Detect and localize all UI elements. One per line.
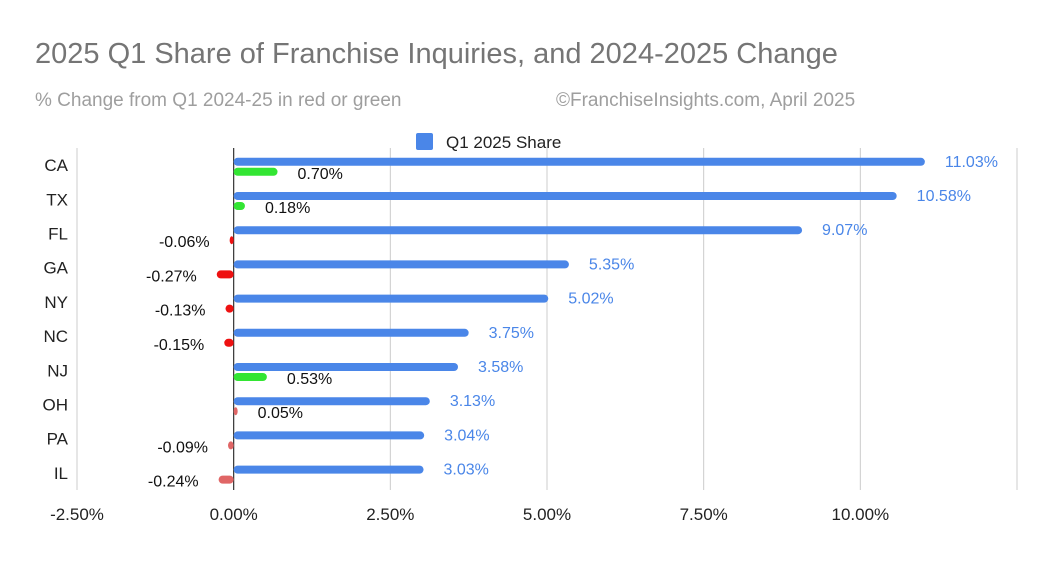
change-bar: [216, 270, 234, 279]
category-label: GA: [43, 259, 68, 278]
chart-title: 2025 Q1 Share of Franchise Inquiries, an…: [35, 38, 838, 70]
category-label: NC: [43, 327, 68, 346]
share-value-label: 3.03%: [444, 462, 489, 479]
change-bar: [229, 236, 234, 245]
x-tick-labels: -2.50% 0.00% 2.50% 5.00% 7.50% 10.00%: [50, 505, 889, 524]
change-bar: [233, 407, 238, 416]
share-value-label: 5.35%: [589, 256, 634, 273]
category-label: PA: [47, 430, 69, 449]
share-value-label: 11.03%: [945, 154, 998, 171]
x-tick-label: 7.50%: [680, 505, 728, 524]
change-value-label: -0.13%: [155, 303, 206, 320]
x-tick-label: 10.00%: [831, 505, 889, 524]
x-tick-label: -2.50%: [50, 505, 104, 524]
share-bar: [233, 157, 925, 166]
change-bar: [225, 304, 234, 313]
share-value-label: 5.02%: [568, 291, 613, 308]
category-label: IL: [54, 464, 68, 483]
x-tick-label: 0.00%: [210, 505, 258, 524]
bars: [216, 157, 925, 484]
share-bar: [233, 431, 425, 440]
category-labels: CA TX FL GA NY NC NJ OH PA IL: [43, 156, 69, 483]
change-value-label: 0.53%: [287, 371, 332, 388]
change-value-label: -0.24%: [148, 474, 199, 491]
share-bar: [233, 328, 469, 337]
change-bar: [218, 475, 234, 484]
category-label: NY: [44, 293, 68, 312]
change-value-label: -0.09%: [157, 439, 208, 456]
x-tick-label: 2.50%: [366, 505, 414, 524]
change-bar: [233, 373, 267, 382]
category-label: CA: [44, 156, 68, 175]
share-value-label: 3.75%: [489, 325, 534, 342]
legend-label-share: Q1 2025 Share: [446, 133, 561, 152]
share-bar: [233, 192, 897, 201]
legend-swatch-share: [416, 133, 433, 150]
share-bar: [233, 226, 803, 235]
change-value-label: -0.27%: [146, 268, 197, 285]
share-value-label: 3.13%: [450, 393, 495, 410]
share-value-label: 9.07%: [822, 222, 867, 239]
share-value-label: 10.58%: [917, 188, 971, 205]
change-value-label: -0.06%: [159, 234, 210, 251]
share-bar: [233, 363, 459, 372]
change-bar: [233, 202, 245, 211]
change-value-label: 0.18%: [265, 200, 310, 217]
change-value-label: -0.15%: [154, 337, 205, 354]
category-label: NJ: [47, 361, 68, 380]
legend: Q1 2025 Share: [416, 133, 561, 152]
share-bar: [233, 397, 430, 406]
change-bar: [224, 338, 234, 347]
change-bar: [228, 441, 234, 450]
value-labels: 11.03% 0.70% 10.58% 0.18% 9.07% -0.06% 5.35% -0…: [146, 154, 998, 491]
share-bar: [233, 260, 569, 269]
category-label: TX: [46, 190, 68, 209]
share-value-label: 3.58%: [478, 359, 523, 376]
chart-credit: ©FranchiseInsights.com, April 2025: [556, 90, 856, 111]
category-label: OH: [43, 396, 69, 415]
chart-subtitle: % Change from Q1 2024-25 in red or green: [35, 90, 402, 111]
change-value-label: 0.05%: [258, 405, 303, 422]
share-bar: [233, 294, 549, 303]
change-value-label: 0.70%: [298, 166, 343, 183]
x-tick-label: 5.00%: [523, 505, 571, 524]
category-label: FL: [48, 225, 68, 244]
share-value-label: 3.04%: [444, 427, 489, 444]
change-bar: [233, 167, 278, 176]
gridlines: [76, 148, 1018, 490]
share-bar: [233, 465, 424, 474]
